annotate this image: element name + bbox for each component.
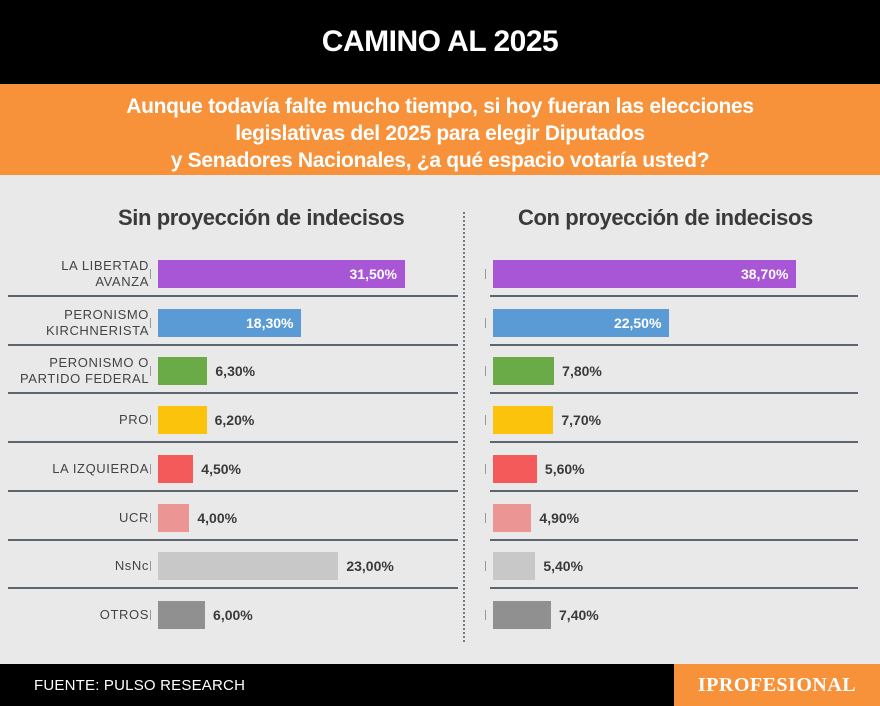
category-label-line: PERONISMO O [49, 355, 149, 371]
source-text: FUENTE: PULSO RESEARCH [34, 677, 246, 694]
data-label: 4,00% [197, 509, 238, 526]
data-label: 22,50% [613, 314, 662, 331]
bar [493, 454, 537, 483]
category-label: PERONISMO O PARTIDO FEDERAL [20, 355, 149, 387]
chart-question: Aunque todavía falte mucho tiempo, si ho… [0, 84, 880, 175]
bar [158, 406, 207, 435]
panel-title-left: Sin proyección de indecisos [118, 205, 405, 230]
row-separator [8, 343, 458, 346]
row-separator [490, 392, 858, 395]
data-label: 6,30% [215, 363, 256, 380]
category-label: LA IZQUIERDA [20, 461, 149, 477]
category-label-line: AVANZA [95, 274, 149, 289]
axis-tick [485, 366, 486, 377]
row-separator [8, 441, 458, 444]
bar [158, 503, 190, 532]
question-line-1: Aunque todavía falte mucho tiempo, si ho… [126, 95, 754, 118]
data-label: 38,70% [740, 266, 789, 282]
axis-tick [485, 317, 486, 328]
chart-title-bar: CAMINO AL 2025 [0, 0, 880, 84]
row-separator [8, 295, 458, 297]
bar [493, 503, 532, 532]
category-label: OTROS [20, 607, 149, 623]
axis-tick [485, 415, 486, 426]
data-label: 31,50% [349, 266, 397, 282]
question-line-2: legislativas del 2025 para elegir Diputa… [235, 122, 645, 145]
data-label: 4,50% [201, 460, 241, 477]
category-label: LA LIBERTAD AVANZA [20, 258, 149, 290]
bar [158, 552, 339, 581]
row-separator [490, 587, 858, 590]
data-label: 7,40% [559, 606, 599, 623]
category-label-line: PARTIDO FEDERAL [20, 371, 150, 387]
axis-tick [485, 561, 486, 572]
data-label: 6,00% [213, 606, 253, 623]
row-separator [490, 295, 858, 297]
data-label: 4,90% [539, 509, 580, 526]
bar [493, 260, 797, 288]
row-separator [8, 489, 458, 492]
data-label: 6,20% [214, 412, 255, 429]
row-separator [8, 587, 458, 590]
row-separator [490, 538, 858, 541]
row-separator [490, 489, 858, 492]
category-label-line: KIRCHNERISTA [45, 322, 149, 338]
category-label-line: NsNc [114, 558, 149, 574]
bar [158, 308, 302, 337]
category-label-line: PRO [119, 412, 149, 428]
category-label-line: PERONISMO [64, 306, 149, 322]
row-separator [8, 392, 458, 395]
axis-tick [150, 463, 151, 474]
data-label: 7,80% [562, 363, 602, 380]
bar [493, 357, 555, 386]
axis-tick [150, 415, 151, 426]
category-label: PERONISMO KIRCHNERISTA [20, 307, 149, 339]
axis-tick [150, 561, 151, 572]
bar [158, 454, 194, 483]
bar [158, 357, 208, 386]
category-label-line: UCR [119, 509, 149, 525]
data-label: 5,60% [544, 460, 585, 477]
chart-title: CAMINO AL 2025 [321, 25, 559, 58]
axis-tick [150, 609, 151, 620]
panel-title-right: Con proyección de indecisos [518, 205, 813, 230]
bar [493, 406, 554, 435]
category-label: PRO [20, 412, 149, 428]
data-label: 5,40% [543, 558, 584, 575]
category-label-line: LA LIBERTAD [61, 258, 149, 273]
category-label: NsNc [20, 558, 149, 574]
footer: FUENTE: PULSO RESEARCH IPROFESIONAL [0, 664, 880, 706]
panel-divider [463, 212, 465, 642]
axis-tick [150, 512, 151, 523]
brand-logo: IPROFESIONAL [674, 664, 880, 706]
axis-tick [485, 512, 486, 523]
axis-tick [485, 609, 486, 620]
row-separator [490, 441, 858, 444]
bar [493, 308, 670, 337]
bar [158, 600, 206, 629]
category-label-line: LA IZQUIERDA [52, 460, 149, 476]
data-label: 7,70% [561, 412, 602, 429]
bar [158, 260, 405, 288]
row-separator [8, 538, 458, 541]
category-label-line: OTROS [99, 606, 149, 622]
axis-tick [150, 269, 151, 279]
axis-tick [150, 317, 151, 328]
axis-tick [485, 463, 486, 474]
data-label: 18,30% [246, 314, 294, 331]
axis-tick [150, 366, 151, 377]
bar [493, 552, 536, 581]
axis-tick [485, 269, 486, 279]
category-label: UCR [20, 510, 149, 526]
question-line-3: y Senadores Nacionales, ¿a qué espacio v… [170, 149, 710, 172]
row-separator [490, 343, 858, 346]
data-label: 23,00% [346, 558, 394, 575]
bar [493, 600, 552, 629]
